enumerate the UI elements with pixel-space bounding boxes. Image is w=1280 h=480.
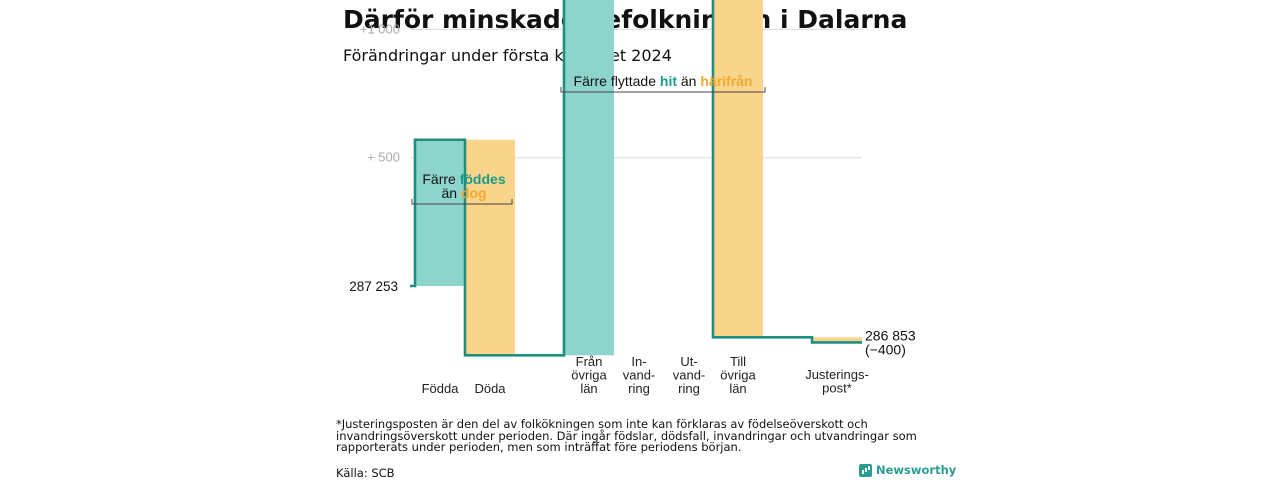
brand-name: Newsworthy — [876, 463, 957, 477]
category-label: Till — [730, 354, 746, 369]
annotation-bracket — [411, 199, 513, 205]
bar-2 — [564, 0, 614, 356]
category-label: Ut- — [680, 354, 697, 369]
category-label: vand- — [623, 368, 656, 383]
annotation-births-deaths-line2: än dog — [441, 185, 486, 201]
y-tick-label: + 500 — [367, 150, 400, 165]
category-label: övriga — [720, 368, 756, 383]
category-label: ring — [628, 381, 650, 396]
category-label: In- — [631, 354, 646, 369]
category-label: Justerings- — [805, 367, 869, 382]
category-label: vand- — [673, 368, 706, 383]
end-value-label: 286 853 — [865, 327, 916, 343]
category-label: Döda — [474, 381, 506, 396]
annotation-births-deaths: Färre föddes — [422, 171, 505, 187]
category-label: län — [729, 381, 746, 396]
start-value-label: 287 253 — [349, 279, 398, 294]
category-label: ring — [678, 381, 700, 396]
bar-6 — [812, 337, 862, 343]
bar-chart-icon — [859, 463, 872, 477]
bar-0 — [415, 139, 465, 286]
brand-logo: Newsworthy — [859, 463, 956, 477]
annotation-bracket — [560, 87, 766, 93]
category-label: Från — [576, 354, 603, 369]
bar-1 — [465, 139, 515, 356]
source-note: Källa: SCB — [336, 466, 395, 480]
footnote: *Justeringsposten är den del av folkökni… — [336, 417, 917, 454]
end-change-label: (−400) — [865, 341, 906, 357]
category-label: övriga — [571, 368, 607, 383]
category-label: post* — [822, 381, 852, 396]
bar-5 — [713, 0, 763, 338]
y-tick-label: +1 000 — [360, 21, 400, 36]
running-total-line — [410, 0, 862, 357]
category-label: län — [580, 381, 597, 396]
category-label: Födda — [422, 381, 460, 396]
annotation-migration: Färre flyttade hit än härifrån — [574, 73, 753, 89]
